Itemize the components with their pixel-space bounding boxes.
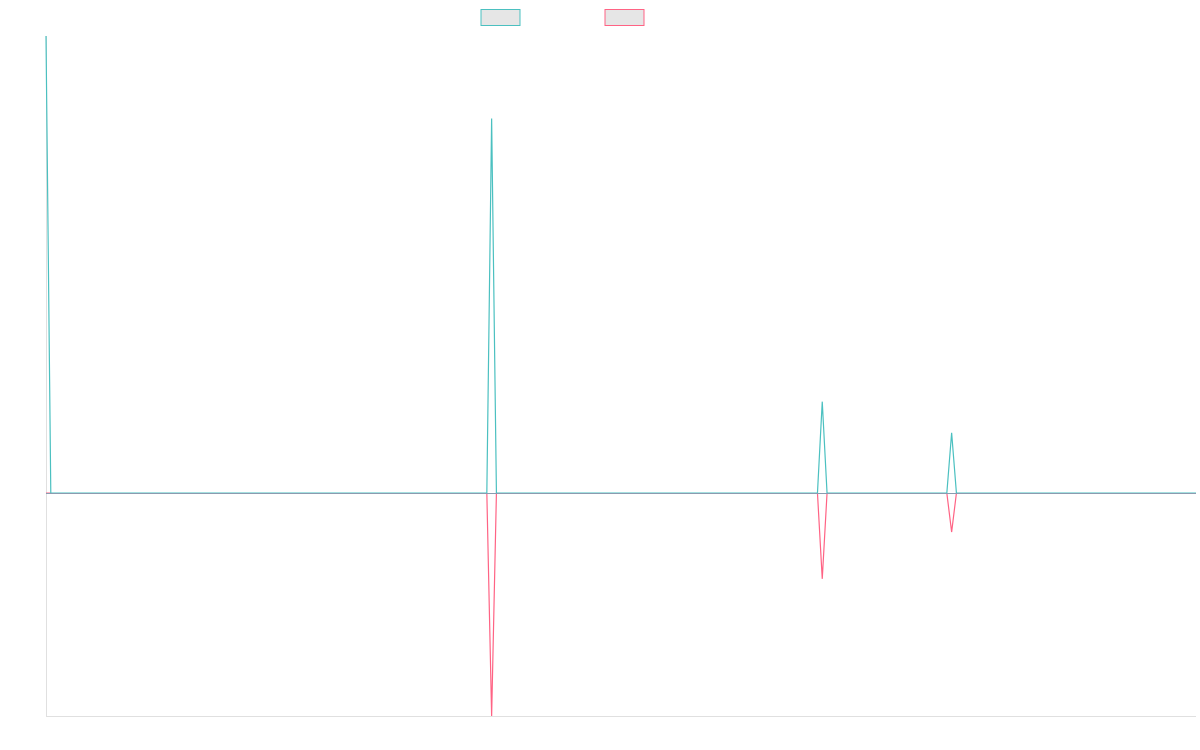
series-line-2 [46, 492, 1196, 717]
series-line-1 [45, 35, 1196, 494]
legend-swatch-series-1[interactable] [480, 9, 521, 26]
series-layer [45, 35, 1196, 717]
legend-swatch-series-2[interactable] [604, 9, 645, 26]
legend[interactable] [480, 9, 645, 26]
